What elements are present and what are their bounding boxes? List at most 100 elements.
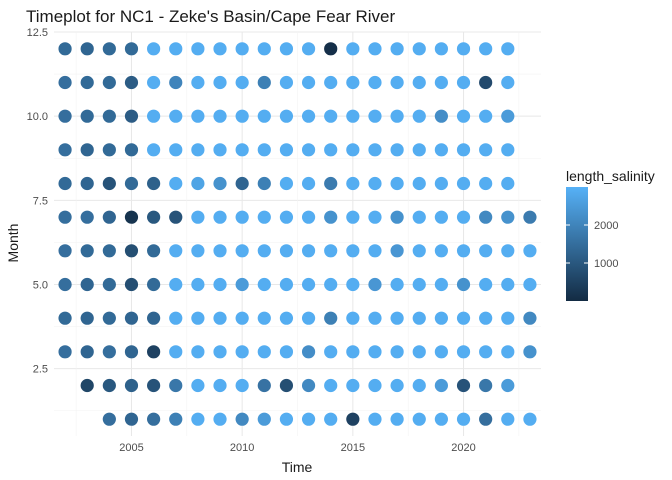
data-point [58, 210, 72, 224]
data-point [346, 345, 360, 359]
data-point [346, 412, 360, 426]
data-point [169, 244, 183, 258]
data-point [412, 176, 426, 191]
data-point [346, 143, 360, 157]
data-point [523, 345, 537, 359]
data-point [147, 176, 161, 191]
data-point [368, 176, 382, 191]
data-point [124, 244, 139, 258]
data-point [346, 75, 360, 90]
data-point [213, 277, 227, 292]
data-point [479, 143, 493, 157]
data-point [456, 311, 471, 325]
data-point [479, 176, 493, 191]
data-point [346, 210, 360, 224]
data-point [235, 244, 249, 258]
data-point [147, 210, 161, 224]
data-point [501, 311, 515, 325]
data-point [257, 378, 271, 393]
x-tick-label: 2005 [119, 442, 143, 454]
data-point [80, 75, 94, 90]
legend-title: length_salinity [566, 168, 655, 184]
data-point [279, 412, 294, 426]
data-point [279, 109, 294, 123]
data-point [324, 176, 338, 191]
data-point [169, 210, 183, 224]
data-point [456, 345, 471, 359]
data-point [324, 109, 338, 123]
data-point [523, 244, 537, 258]
data-point [102, 378, 116, 393]
data-point [102, 109, 116, 123]
chart-title: Timeplot for NC1 - Zeke's Basin/Cape Fea… [26, 7, 396, 26]
data-point [412, 42, 426, 56]
data-point [235, 210, 249, 224]
data-point [191, 143, 205, 157]
data-point [434, 244, 448, 258]
data-point [523, 412, 537, 426]
data-point [147, 109, 161, 123]
data-point [479, 311, 493, 325]
data-point [102, 244, 116, 258]
data-point [213, 75, 227, 90]
data-point [501, 75, 515, 90]
data-point [301, 210, 316, 224]
data-point [102, 143, 116, 157]
data-point [102, 412, 116, 426]
data-point [368, 311, 382, 325]
data-point [301, 176, 316, 191]
data-point [147, 311, 161, 325]
data-point [124, 378, 139, 393]
data-point [124, 412, 139, 426]
data-point [434, 311, 448, 325]
data-point [390, 311, 404, 325]
legend-colorbar [566, 187, 588, 301]
data-point [191, 42, 205, 56]
data-point [501, 412, 515, 426]
data-point [479, 345, 493, 359]
data-point [147, 412, 161, 426]
data-point [456, 143, 471, 157]
data-point [434, 412, 448, 426]
data-point [147, 42, 161, 56]
data-point [191, 378, 205, 393]
data-point [368, 378, 382, 393]
data-point [390, 42, 404, 56]
data-point [169, 345, 183, 359]
data-point [324, 412, 338, 426]
data-point [235, 412, 249, 426]
data-point [368, 244, 382, 258]
data-point [102, 176, 116, 191]
data-point [412, 210, 426, 224]
data-point [58, 75, 72, 90]
data-point [456, 244, 471, 258]
data-point [213, 412, 227, 426]
data-point [102, 345, 116, 359]
data-point [58, 109, 72, 123]
data-point [58, 176, 72, 191]
data-point [257, 412, 271, 426]
data-point [456, 42, 471, 56]
data-point [58, 311, 72, 325]
data-point [301, 412, 316, 426]
data-point [279, 143, 294, 157]
data-point [368, 75, 382, 90]
data-point [147, 378, 161, 393]
data-point [213, 244, 227, 258]
data-point [169, 143, 183, 157]
data-point [412, 412, 426, 426]
data-point [412, 311, 426, 325]
data-point [147, 277, 161, 292]
data-point [523, 277, 537, 292]
data-point [191, 311, 205, 325]
data-point [169, 378, 183, 393]
data-point [301, 143, 316, 157]
data-point [191, 210, 205, 224]
data-point [346, 109, 360, 123]
data-point [124, 277, 139, 292]
y-axis-title: Month [5, 224, 21, 263]
data-point [235, 143, 249, 157]
data-point [213, 143, 227, 157]
data-point [191, 176, 205, 191]
data-point [191, 345, 205, 359]
